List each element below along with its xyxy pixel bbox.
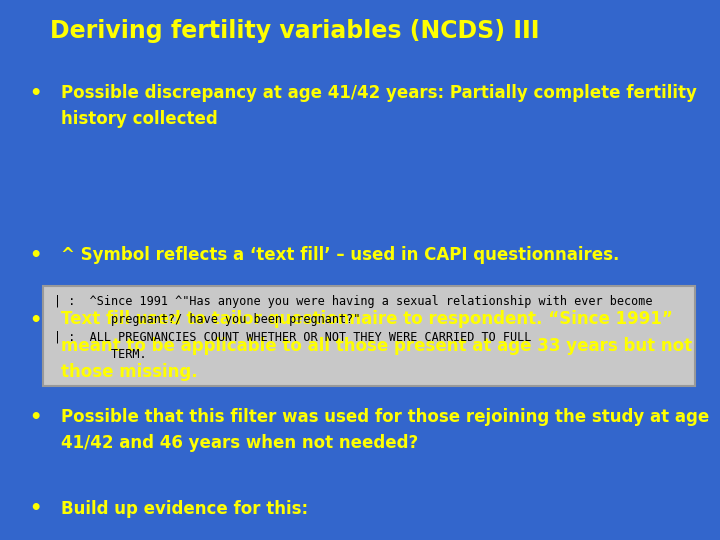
Text: Build up evidence for this:: Build up evidence for this: <box>61 500 308 517</box>
Text: ^ Symbol reflects a ‘text fill’ – used in CAPI questionnaires.: ^ Symbol reflects a ‘text fill’ – used i… <box>61 246 620 264</box>
FancyBboxPatch shape <box>43 286 695 386</box>
Text: •: • <box>29 500 41 518</box>
Text: •: • <box>29 408 41 427</box>
Text: •: • <box>29 84 41 103</box>
Text: Possible discrepancy at age 41/42 years: Partially complete fertility
history co: Possible discrepancy at age 41/42 years:… <box>61 84 697 128</box>
Text: Possible that this filter was used for those rejoining the study at age
41/42 an: Possible that this filter was used for t… <box>61 408 709 452</box>
Text: Text fill used to tailor questionnaire to respondent. “Since 1991”
meant to be a: Text fill used to tailor questionnaire t… <box>61 310 693 381</box>
Text: | :  ^Since 1991 ^"Has anyone you were having a sexual relationship with ever be: | : ^Since 1991 ^"Has anyone you were ha… <box>54 295 652 361</box>
Text: Deriving fertility variables (NCDS) III: Deriving fertility variables (NCDS) III <box>50 19 540 43</box>
Text: •: • <box>29 310 41 329</box>
Text: •: • <box>29 246 41 265</box>
